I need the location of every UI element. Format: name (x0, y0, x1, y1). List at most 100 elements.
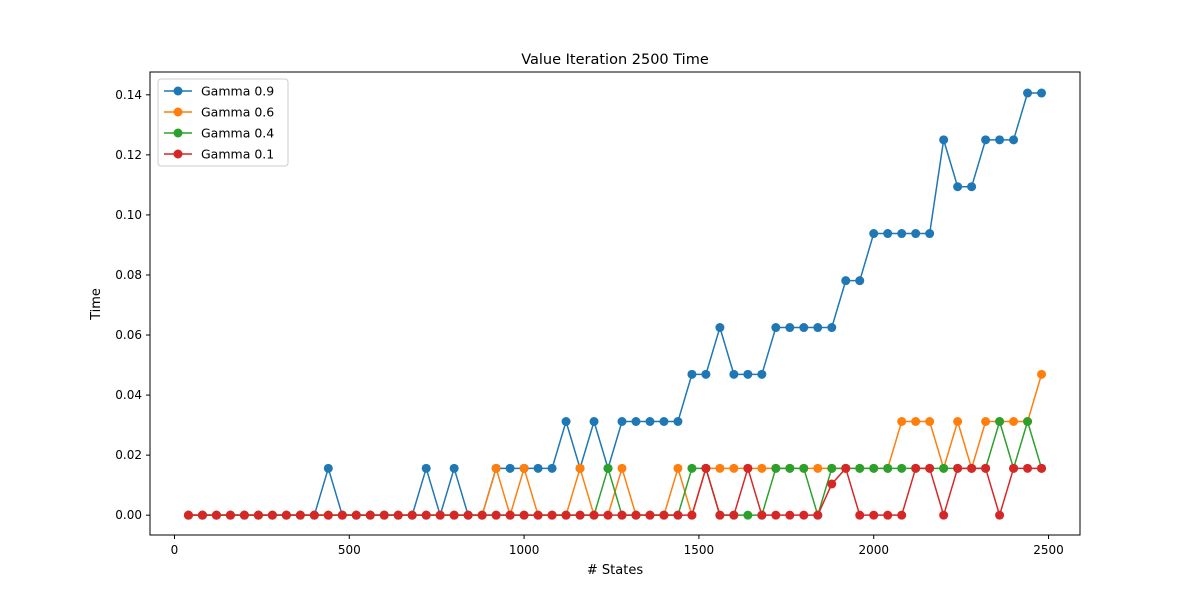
data-point (869, 229, 879, 239)
data-point (799, 510, 809, 520)
data-point (799, 323, 809, 333)
data-point (281, 510, 291, 520)
data-point (995, 417, 1005, 427)
y-tick-label: 0.14 (115, 88, 142, 102)
data-point (953, 463, 963, 473)
data-point (253, 510, 263, 520)
data-point (757, 369, 767, 379)
data-point (855, 463, 865, 473)
data-point (813, 510, 823, 520)
data-point (869, 463, 879, 473)
data-point (1023, 88, 1033, 98)
x-tick-label: 2500 (1033, 543, 1064, 557)
data-point (617, 510, 627, 520)
data-point (211, 510, 221, 520)
data-point (183, 510, 193, 520)
data-point (715, 463, 725, 473)
y-tick-label: 0.02 (115, 448, 142, 462)
data-point (785, 323, 795, 333)
data-point (841, 463, 851, 473)
data-point (687, 463, 697, 473)
data-point (617, 463, 627, 473)
data-point (337, 510, 347, 520)
data-point (463, 510, 473, 520)
chart-title: Value Iteration 2500 Time (521, 52, 709, 68)
data-point (407, 510, 417, 520)
data-point (505, 510, 515, 520)
data-point (519, 463, 529, 473)
data-point (729, 369, 739, 379)
data-point (953, 182, 963, 192)
y-axis-label: Time (89, 288, 104, 321)
data-point (645, 417, 655, 427)
data-point (645, 510, 655, 520)
data-point (1009, 463, 1019, 473)
y-axis: 0.00 0.02 0.04 0.06 0.08 0.10 0.12 0.14 (115, 88, 150, 522)
data-point (603, 463, 613, 473)
y-tick-label: 0.04 (115, 388, 142, 402)
data-point (827, 463, 837, 473)
data-point (421, 510, 431, 520)
data-point (547, 510, 557, 520)
series-line (188, 92, 1042, 518)
data-point (701, 369, 711, 379)
data-point (323, 510, 333, 520)
legend-box (157, 78, 289, 167)
data-point (1009, 135, 1019, 145)
data-point (981, 135, 991, 145)
data-point (1037, 369, 1047, 379)
data-point (897, 417, 907, 427)
data-point (757, 463, 767, 473)
data-point (743, 463, 753, 473)
data-point (701, 463, 711, 473)
data-point (743, 369, 753, 379)
legend-label: Gamma 0.9 (201, 84, 274, 99)
data-point (547, 463, 557, 473)
data-point (799, 463, 809, 473)
data-point (295, 510, 305, 520)
data-point (435, 510, 445, 520)
data-point (771, 510, 781, 520)
data-point (743, 510, 753, 520)
data-point (771, 323, 781, 333)
data-point (505, 463, 515, 473)
data-point (785, 463, 795, 473)
data-point (967, 463, 977, 473)
series-group (183, 463, 1047, 520)
data-point (939, 463, 949, 473)
data-point (631, 510, 641, 520)
data-point (309, 510, 319, 520)
data-point (351, 510, 361, 520)
x-tick-label: 1000 (509, 543, 540, 557)
data-point (631, 417, 641, 427)
data-point (491, 463, 501, 473)
data-point (267, 510, 277, 520)
y-tick-label: 0.00 (115, 508, 142, 522)
x-axis: 0 500 1000 1500 2000 2500 (171, 535, 1064, 557)
data-point (225, 510, 235, 520)
data-point (981, 463, 991, 473)
data-point (561, 510, 571, 520)
data-point (925, 463, 935, 473)
data-point (897, 463, 907, 473)
data-point (393, 510, 403, 520)
data-point (533, 510, 543, 520)
data-point (323, 463, 333, 473)
data-point (911, 229, 921, 239)
data-point (995, 510, 1005, 520)
data-point (911, 417, 921, 427)
plot-frame (149, 71, 1081, 536)
data-point (953, 417, 963, 427)
data-point (421, 463, 431, 473)
data-point (603, 510, 613, 520)
data-point (897, 510, 907, 520)
data-point (449, 510, 459, 520)
data-point (687, 510, 697, 520)
data-point (575, 463, 585, 473)
data-point (729, 510, 739, 520)
data-point (687, 369, 697, 379)
data-point (827, 323, 837, 333)
data-point (617, 417, 627, 427)
data-point (715, 510, 725, 520)
